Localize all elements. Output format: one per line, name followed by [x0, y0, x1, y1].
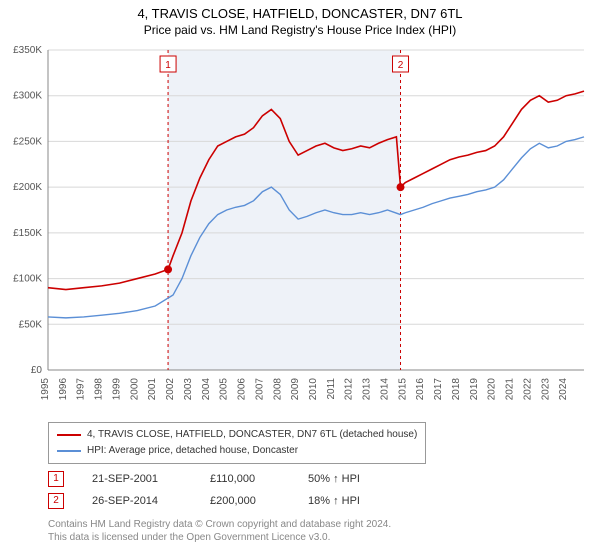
svg-text:1998: 1998	[94, 378, 105, 401]
legend-label: 4, TRAVIS CLOSE, HATFIELD, DONCASTER, DN…	[87, 427, 417, 443]
legend: 4, TRAVIS CLOSE, HATFIELD, DONCASTER, DN…	[48, 422, 426, 464]
svg-text:2012: 2012	[344, 378, 355, 401]
svg-text:1996: 1996	[58, 378, 69, 401]
svg-text:2000: 2000	[129, 378, 140, 401]
page-title: 4, TRAVIS CLOSE, HATFIELD, DONCASTER, DN…	[0, 6, 600, 21]
svg-text:2005: 2005	[219, 378, 230, 401]
footer-note: Contains HM Land Registry data © Crown c…	[48, 518, 391, 544]
svg-text:2009: 2009	[290, 378, 301, 401]
sale-hpi: 18% ↑ HPI	[308, 490, 388, 512]
sale-price: £110,000	[210, 468, 280, 490]
svg-text:2008: 2008	[272, 378, 283, 401]
sale-marker-icon: 2	[48, 493, 64, 509]
svg-text:2004: 2004	[201, 378, 212, 401]
svg-text:2021: 2021	[505, 378, 516, 401]
svg-text:1999: 1999	[111, 378, 122, 401]
footer-line: Contains HM Land Registry data © Crown c…	[48, 518, 391, 531]
svg-text:2003: 2003	[183, 378, 194, 401]
sale-marker-icon: 1	[48, 471, 64, 487]
svg-text:£100K: £100K	[13, 274, 42, 285]
sale-price: £200,000	[210, 490, 280, 512]
svg-text:2023: 2023	[540, 378, 551, 401]
legend-label: HPI: Average price, detached house, Donc…	[87, 443, 298, 459]
table-row: 1 21-SEP-2001 £110,000 50% ↑ HPI	[48, 468, 388, 490]
svg-text:£300K: £300K	[13, 91, 42, 102]
price-chart: £0£50K£100K£150K£200K£250K£300K£350K1995…	[48, 50, 584, 410]
sale-date: 26-SEP-2014	[92, 490, 182, 512]
legend-item: 4, TRAVIS CLOSE, HATFIELD, DONCASTER, DN…	[57, 427, 417, 443]
sale-hpi: 50% ↑ HPI	[308, 468, 388, 490]
legend-swatch	[57, 434, 81, 436]
svg-text:2002: 2002	[165, 378, 176, 401]
svg-text:2020: 2020	[487, 378, 498, 401]
svg-text:2011: 2011	[326, 378, 337, 400]
svg-text:2006: 2006	[237, 378, 248, 401]
legend-swatch	[57, 450, 81, 452]
svg-text:1995: 1995	[40, 378, 51, 401]
svg-text:£0: £0	[31, 365, 43, 376]
footer-line: This data is licensed under the Open Gov…	[48, 531, 391, 544]
svg-text:2014: 2014	[379, 378, 390, 401]
svg-text:2019: 2019	[469, 378, 480, 401]
svg-text:2001: 2001	[147, 378, 158, 401]
svg-text:£350K: £350K	[13, 45, 42, 56]
svg-text:2: 2	[398, 60, 404, 71]
svg-text:1997: 1997	[76, 378, 87, 401]
svg-text:2017: 2017	[433, 378, 444, 401]
svg-text:2016: 2016	[415, 378, 426, 401]
legend-item: HPI: Average price, detached house, Donc…	[57, 443, 417, 459]
svg-text:2013: 2013	[362, 378, 373, 401]
svg-text:£150K: £150K	[13, 228, 42, 239]
svg-text:2022: 2022	[522, 378, 533, 401]
svg-text:£250K: £250K	[13, 136, 42, 147]
svg-text:2007: 2007	[254, 378, 265, 401]
svg-text:2010: 2010	[308, 378, 319, 401]
svg-text:2015: 2015	[397, 378, 408, 401]
sale-date: 21-SEP-2001	[92, 468, 182, 490]
page-subtitle: Price paid vs. HM Land Registry's House …	[0, 23, 600, 37]
svg-text:£50K: £50K	[19, 319, 43, 330]
svg-text:2024: 2024	[558, 378, 569, 401]
svg-text:2018: 2018	[451, 378, 462, 401]
svg-text:1: 1	[165, 60, 171, 71]
sales-table: 1 21-SEP-2001 £110,000 50% ↑ HPI 2 26-SE…	[48, 468, 388, 512]
svg-text:£200K: £200K	[13, 182, 42, 193]
table-row: 2 26-SEP-2014 £200,000 18% ↑ HPI	[48, 490, 388, 512]
